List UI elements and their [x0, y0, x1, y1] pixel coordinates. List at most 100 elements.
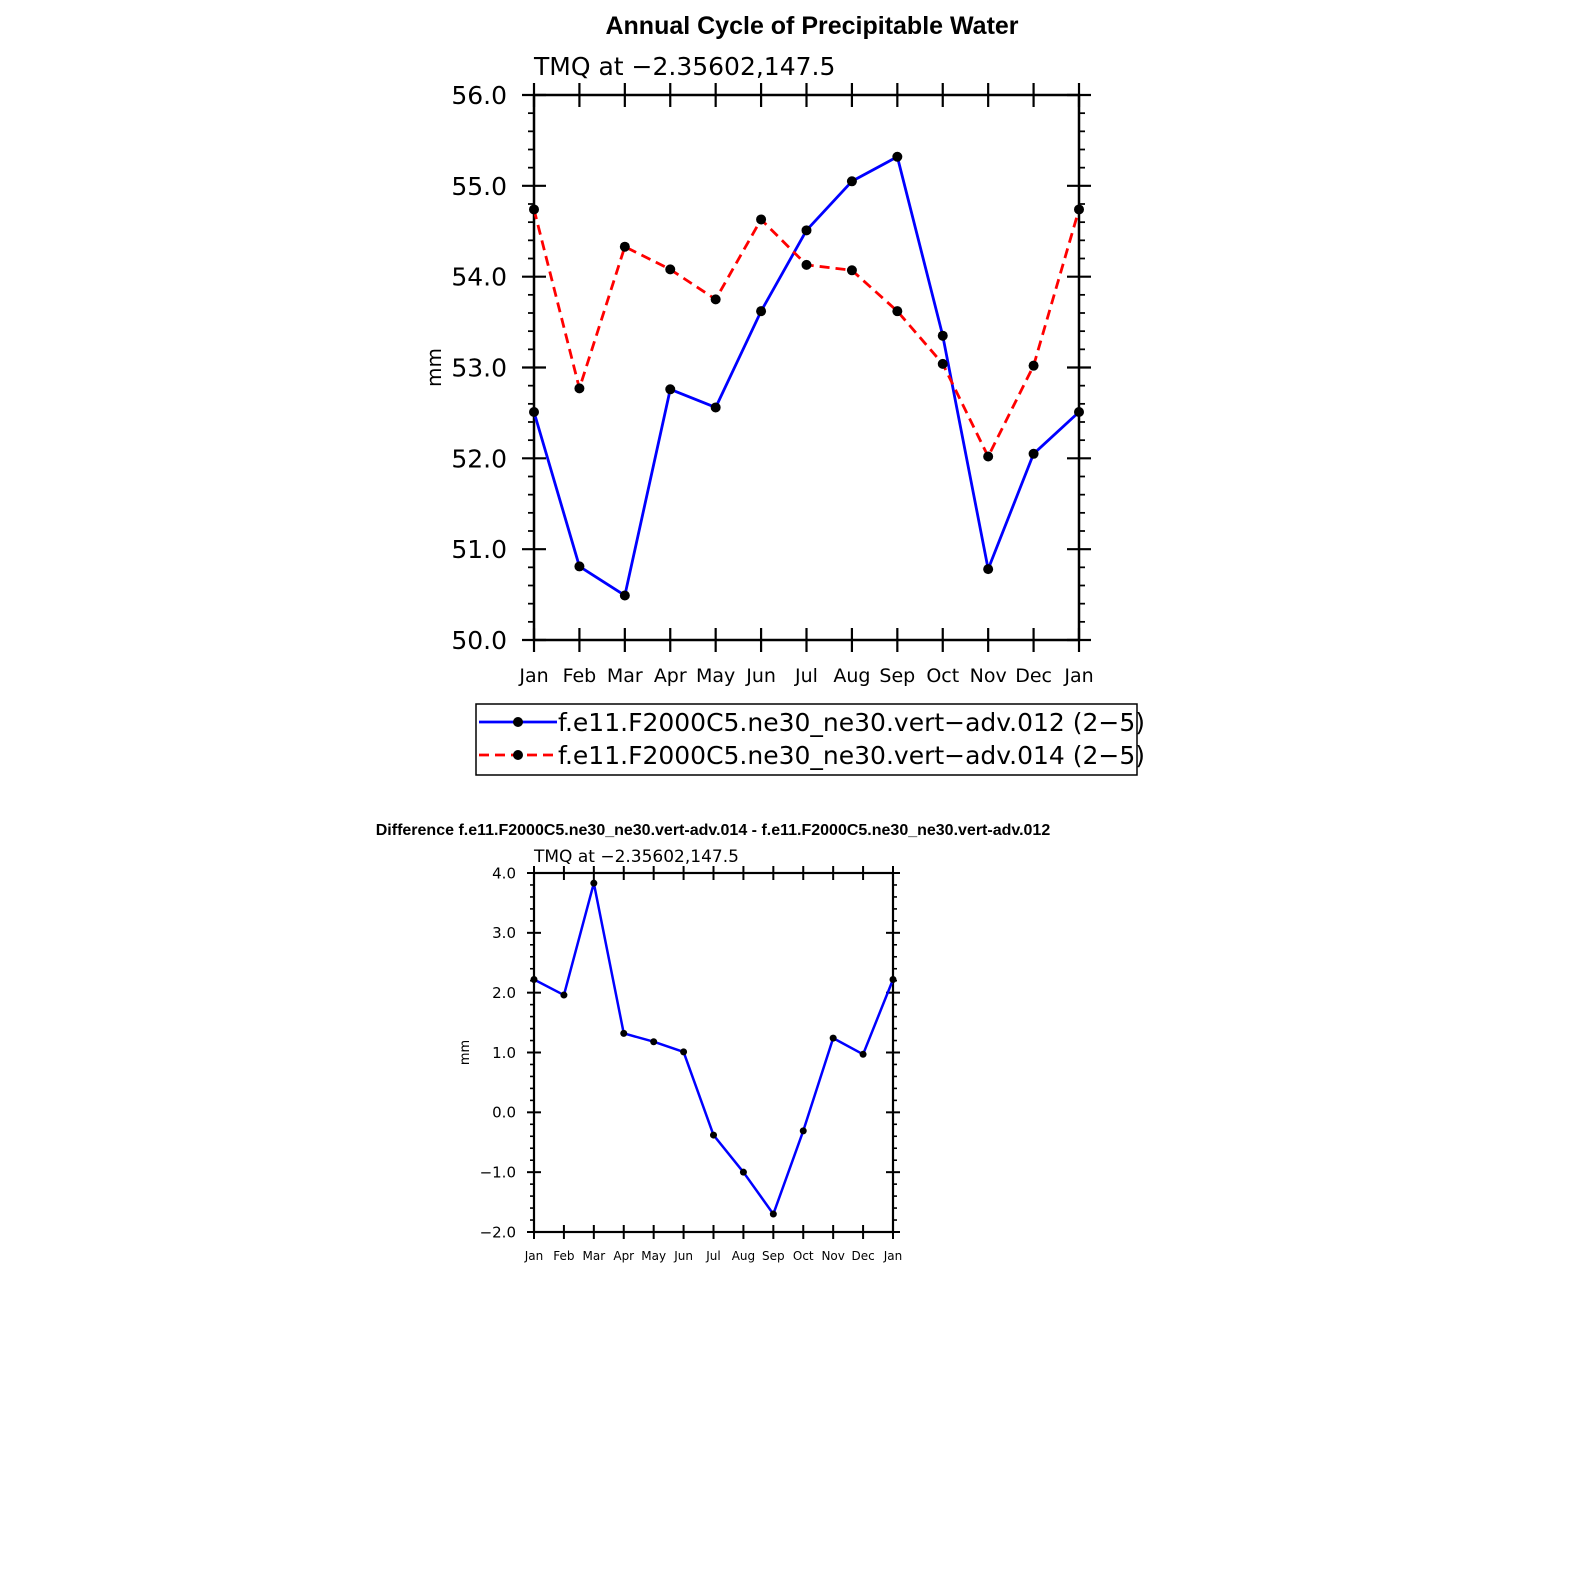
top-series-0-point: [619, 590, 630, 601]
top-xtick-label: Jan: [1063, 665, 1093, 687]
top-series-0-point: [1074, 407, 1084, 418]
top-series-1-point: [937, 358, 948, 369]
diff-xtick-label: Nov: [821, 1249, 844, 1263]
top-series-0-point: [937, 330, 948, 341]
diff-xtick-label: Jan: [883, 1249, 903, 1263]
top-series-0-point: [710, 402, 721, 413]
top-series-0-point: [801, 225, 812, 236]
diff-ytick-label: 0.0: [492, 1104, 516, 1122]
legend: f.e11.F2000C5.ne30_ne30.vert−adv.012 (2−…: [475, 703, 1145, 776]
top-series-0-point: [846, 176, 857, 187]
top-series-1-point: [529, 204, 539, 215]
top-xtick-label: May: [696, 665, 735, 687]
top-xtick-label: Apr: [654, 665, 687, 687]
diff-series-0-point: [710, 1131, 717, 1139]
diff-series-0-line: [533, 881, 895, 1216]
top-series-1-point: [619, 241, 630, 252]
top-xtick-label: Mar: [607, 665, 643, 687]
diff-xtick-label: Jan: [524, 1249, 544, 1263]
legend-label-1: f.e11.F2000C5.ne30_ne30.vert−adv.014 (2−…: [558, 741, 1145, 770]
diff-ytick-label: 4.0: [492, 864, 516, 882]
top-xtick-label: Jun: [745, 665, 776, 687]
top-series-1-point: [983, 451, 994, 462]
diff-xtick-label: Mar: [583, 1249, 606, 1263]
top-series-1-point: [665, 264, 676, 275]
diff-series-0-point: [739, 1168, 747, 1176]
top-ytick-label: 55.0: [451, 172, 507, 201]
top-xtick-label: Aug: [833, 665, 870, 687]
top-series-1-point: [801, 259, 812, 270]
top-plot: 50.0 51.0 52.0 53.0 54.0 55.0 56.0 Jan Feb Mar Apr…: [422, 81, 1094, 687]
top-ytick-label: 53.0: [451, 354, 507, 383]
top-series-0-point: [529, 407, 539, 418]
diff-ytick-label: 3.0: [492, 924, 516, 942]
diff-xtick-label: May: [641, 1249, 666, 1263]
diff-xtick-label: Sep: [762, 1249, 785, 1263]
diff-xtick-label: Apr: [613, 1249, 634, 1263]
diff-series-0-point: [590, 879, 598, 887]
diff-series-0-point: [829, 1034, 837, 1042]
diff-series-0-point: [769, 1210, 777, 1218]
diff-series-0-point: [799, 1127, 807, 1135]
bottom-subtitle: TMQ at −2.35602,147.5: [533, 847, 739, 867]
legend-marker-0: [513, 717, 523, 727]
top-ytick-label: 50.0: [451, 626, 507, 655]
diff-series-0-point: [859, 1050, 867, 1058]
difference-plot: −2.0 −1.0 0.0 1.0 2.0 3.0 4.0 Jan Feb Mar Apr May Ju…: [458, 864, 902, 1263]
diff-series-0-point: [650, 1038, 658, 1046]
diff-xtick-label: Oct: [793, 1249, 814, 1263]
top-ytick-label: 52.0: [451, 444, 507, 473]
diff-plot-frame: [532, 871, 895, 1234]
diff-ytick-label: 2.0: [492, 984, 516, 1002]
top-xtick-label: Feb: [563, 665, 597, 687]
top-series-1-point: [1028, 360, 1039, 371]
top-ytick-label: 51.0: [451, 535, 507, 564]
top-series-1-point: [892, 306, 903, 317]
diff-xtick-label: Aug: [732, 1249, 755, 1263]
top-ytick-label: 56.0: [451, 81, 507, 110]
diff-series-0-point: [620, 1029, 628, 1037]
diff-series-0-point: [530, 976, 538, 984]
diff-series-0-point: [680, 1048, 688, 1056]
top-series-0-point: [574, 561, 585, 572]
top-series-1-point: [710, 294, 721, 305]
top-series-1-point: [574, 383, 585, 394]
diff-xtick-label: Jul: [705, 1249, 720, 1263]
diff-ytick-label: −1.0: [480, 1164, 516, 1182]
legend-label-0: f.e11.F2000C5.ne30_ne30.vert−adv.012 (2−…: [558, 708, 1145, 737]
diff-ytick-label: 1.0: [492, 1044, 516, 1062]
diff-ylabel: mm: [458, 1040, 473, 1065]
difference-title: Difference f.e11.F2000C5.ne30_ne30.vert-…: [376, 822, 1051, 839]
top-xtick-label: Dec: [1015, 665, 1052, 687]
top-xtick-label: Nov: [970, 665, 1007, 687]
top-series-0-line: [532, 155, 1080, 597]
top-series-0-point: [1028, 448, 1039, 459]
top-subtitle: TMQ at −2.35602,147.5: [533, 52, 835, 81]
top-series-0-point: [892, 151, 903, 162]
top-xtick-label: Sep: [879, 665, 915, 687]
diff-series-0-point: [560, 991, 568, 999]
diff-xtick-label: Jun: [673, 1249, 693, 1263]
top-ylabel: mm: [422, 348, 446, 387]
top-series-0-point: [756, 306, 767, 317]
top-ytick-label: 54.0: [451, 263, 507, 292]
top-series-1-point: [1074, 204, 1084, 215]
top-series-0-point: [983, 564, 994, 575]
top-xtick-label: Jul: [794, 665, 818, 687]
diff-ytick-label: −2.0: [480, 1223, 516, 1241]
legend-marker-1: [513, 750, 523, 760]
top-series-1-line: [532, 209, 1081, 458]
top-series-0-point: [665, 384, 676, 395]
top-plot-frame: [532, 93, 1081, 642]
top-series-1-point: [846, 265, 857, 276]
top-series-1-point: [756, 214, 767, 225]
legend-box: [475, 703, 1138, 776]
diff-xtick-label: Dec: [851, 1249, 874, 1263]
main-title: Annual Cycle of Precipitable Water: [605, 12, 1018, 40]
diff-xtick-label: Feb: [553, 1249, 574, 1263]
top-xtick-label: Oct: [926, 665, 959, 687]
top-xtick-label: Jan: [518, 665, 548, 687]
diff-series-0-point: [889, 976, 897, 984]
